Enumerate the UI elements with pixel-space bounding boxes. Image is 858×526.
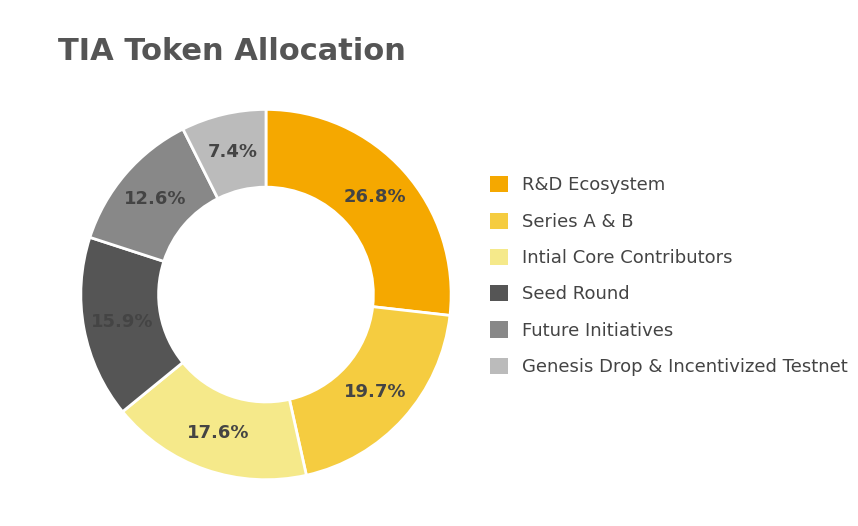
Wedge shape — [81, 237, 183, 412]
Wedge shape — [183, 109, 266, 199]
Text: TIA Token Allocation: TIA Token Allocation — [57, 37, 406, 66]
Legend: R&D Ecosystem, Series A & B, Intial Core Contributors, Seed Round, Future Initia: R&D Ecosystem, Series A & B, Intial Core… — [481, 167, 857, 385]
Text: 26.8%: 26.8% — [344, 188, 407, 206]
Text: 15.9%: 15.9% — [91, 312, 154, 330]
Text: 17.6%: 17.6% — [187, 424, 250, 442]
Wedge shape — [90, 129, 218, 261]
Wedge shape — [123, 362, 306, 480]
Wedge shape — [266, 109, 451, 316]
Text: 19.7%: 19.7% — [343, 383, 406, 401]
Wedge shape — [289, 307, 450, 476]
Text: 12.6%: 12.6% — [124, 190, 186, 208]
Text: 7.4%: 7.4% — [208, 143, 257, 161]
